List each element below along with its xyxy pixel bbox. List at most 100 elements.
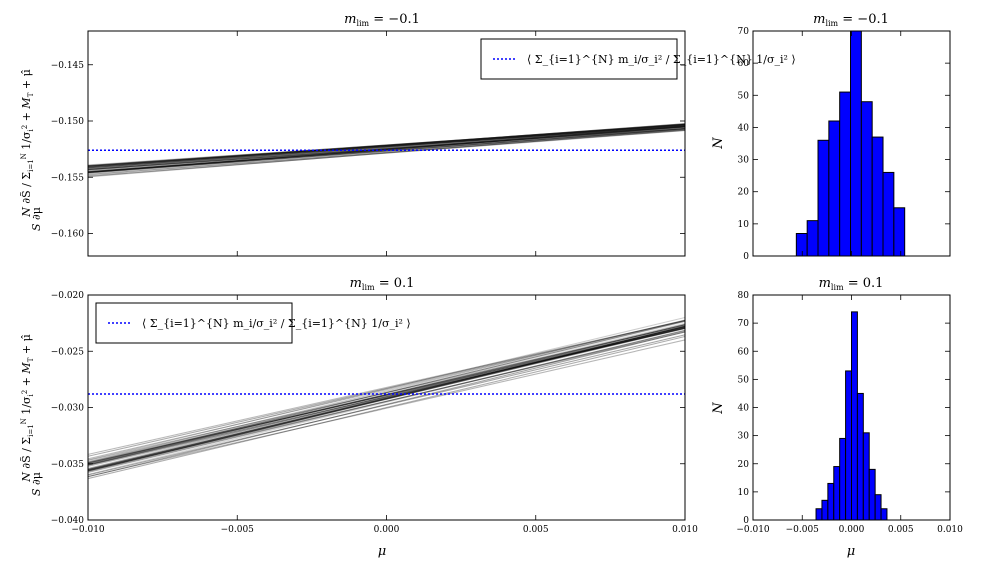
top-lines-series-line [88,127,685,174]
bottom-lines-series-line [88,330,685,473]
bottom-hist-xtick-label: 0.010 [937,525,963,535]
bottom-hist-bar [880,508,888,521]
top-histogram-title: mlim = −0.1 [813,12,889,28]
bottom-hist-bar [856,392,864,521]
bottom-lines-series-line [88,331,685,471]
bottom-lines-series-line [88,325,685,463]
top-lines-ytick-label: −0.160 [51,230,85,240]
bottom-lines-series-line [88,327,685,468]
top-lines-series-line [88,126,685,173]
top-hist-bar [817,139,830,257]
top-lines-series-line [88,124,685,169]
top-lines-series-line [88,124,685,167]
top-lines-series-line [88,123,685,167]
bottom-lines-series-line [88,322,685,462]
top-hist-bar [839,91,852,257]
bottom-hist-ytick-label: 70 [738,319,750,329]
top-lines-ytick-label: −0.155 [51,173,85,183]
top-lines-series-line [88,127,685,170]
top-lines-series-line [88,129,685,173]
bottom-lines-series-line [88,326,685,464]
bottom-hist-bar [868,468,876,521]
bottom-hist-ytick-label: 60 [738,347,750,357]
top-hist-ytick-label: 30 [738,156,750,166]
top-lines-series-line [88,124,685,170]
top-hist-ytick-label: 10 [738,220,750,230]
top-lines-series-line [88,124,685,168]
bottom-hist-bar [874,494,882,521]
bottom-lines-ytick-label: −0.035 [51,460,85,470]
top-histogram: mlim = −0.1 N 0 10 20 30 40 50 60 70 [711,12,951,262]
top-hist-ytick-label: 0 [743,252,749,262]
top-hist-ytick-label: 60 [738,59,750,69]
bottom-lines-series-line [88,320,685,460]
bottom-lines-series-line [88,319,685,457]
top-line-plot-title: mlim = −0.1 [344,12,420,28]
bottom-hist-bar [845,370,853,521]
top-lines-series-line [88,125,685,167]
bottom-hist-bar [862,432,870,521]
top-lines-series-line [88,125,685,173]
bottom-lines-series-line [88,335,685,480]
bottom-hist-ytick-label: 30 [738,432,750,442]
bottom-hist-ytick-label: 40 [738,404,750,414]
bottom-line-plot: mlim = 0.1 μ −0.020 −0.025 −0.030 −0.035 −0.… [51,276,698,559]
bottom-lines-series-line [88,329,685,474]
top-line-plot-ylabel-sub: S ∂μ [30,207,43,231]
bottom-lines-xtick-label: 0.010 [672,525,698,535]
bottom-lines-series-line [88,325,685,472]
top-lines-series-line [88,124,685,169]
bottom-histogram: mlim = 0.1 N μ 0 10 20 30 40 50 60 70 80 −0.010 −0… [711,276,963,559]
bottom-lines-series-line [88,334,685,476]
bottom-lines-series-line [88,321,685,464]
bottom-line-plot-xlabel: μ [378,544,386,559]
bottom-hist-ytick-label: 50 [738,375,750,385]
bottom-hist-ytick-label: 20 [738,460,750,470]
bottom-hist-xtick-label: −0.010 [736,525,770,535]
top-lines-series-line [88,125,685,172]
bottom-lines-xtick-label: −0.010 [71,525,105,535]
top-lines-series-line [88,128,685,176]
top-lines-series-line [88,124,685,167]
top-lines-series-line [88,129,685,175]
top-lines-series-line [88,128,685,173]
top-lines-series-line [88,126,685,173]
bottom-lines-series-line [88,327,685,466]
top-lines-series-line [88,128,685,174]
bottom-lines-series-line [88,339,685,478]
bottom-lines-series-line [88,325,685,471]
bottom-lines-series-line [88,320,685,465]
bottom-lines-ytick-label: −0.020 [51,291,85,301]
bottom-line-plot-ylabel-sub: S ∂μ [30,472,43,496]
top-lines-series-line [88,123,685,170]
top-lines-legend-label: ⟨ Σ_{i=1}^{N} m_i/σ_i² / Σ_{i=1}^{N} 1/σ… [527,53,796,66]
bottom-hist-xtick-label: 0.000 [839,525,865,535]
bottom-lines-legend: ⟨ Σ_{i=1}^{N} m_i/σ_i² / Σ_{i=1}^{N} 1/σ… [95,302,411,344]
top-lines-series-line [88,128,685,174]
bottom-lines-series-line [88,326,685,472]
bottom-lines-ytick-label: −0.040 [51,516,85,526]
bottom-lines-series-line [88,324,685,469]
bottom-hist-bar [821,499,829,521]
bottom-lines-series-line [88,324,685,465]
top-lines-series-line [88,123,685,167]
top-histogram-ylabel: N [711,137,726,150]
bottom-lines-legend-label: ⟨ Σ_{i=1}^{N} m_i/σ_i² / Σ_{i=1}^{N} 1/σ… [142,317,411,330]
bottom-lines-series-line [88,329,685,475]
top-lines-series-line [88,127,685,170]
top-hist-bar [882,171,895,257]
bottom-histogram-xlabel: μ [847,544,855,559]
top-hist-bar [806,220,819,257]
bottom-hist-xtick-label: 0.005 [888,525,914,535]
bottom-hist-bar [839,437,847,521]
bottom-hist-ytick-label: 10 [738,488,750,498]
top-hist-bar [871,136,884,257]
bottom-lines-series-group [88,316,685,480]
bottom-hist-bar [827,482,835,521]
top-hist-ytick-label: 50 [738,91,750,101]
top-lines-series-group [88,123,685,178]
top-lines-series-line [88,125,685,171]
bottom-lines-series-line [88,325,685,471]
top-lines-series-line [88,123,685,167]
bottom-lines-series-line [88,327,685,470]
